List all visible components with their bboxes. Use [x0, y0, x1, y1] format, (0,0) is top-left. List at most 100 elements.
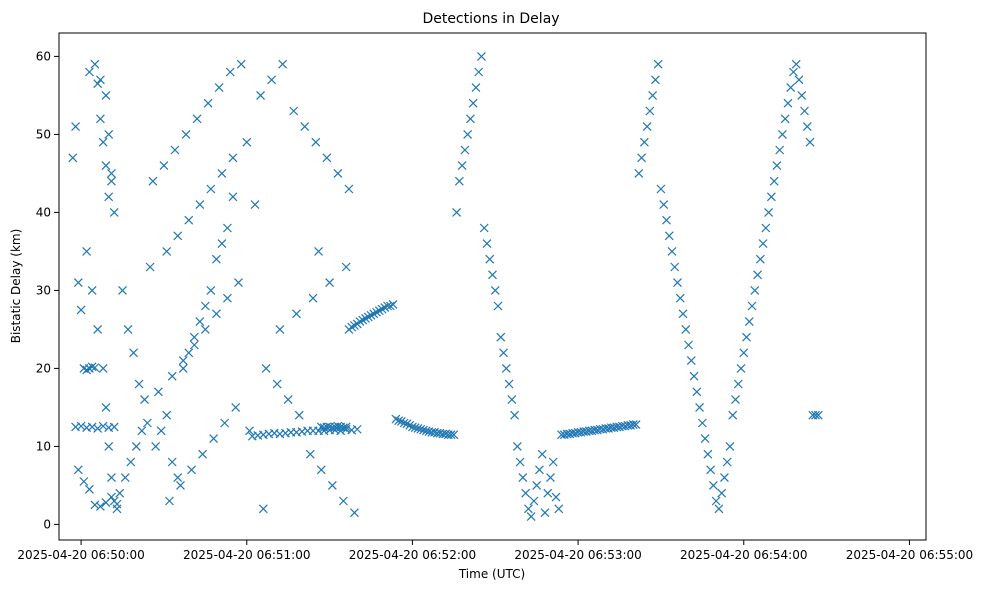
data-point	[670, 262, 680, 272]
data-point	[477, 51, 486, 61]
data-point	[231, 402, 241, 412]
data-point	[479, 223, 489, 233]
detections-series	[68, 51, 823, 522]
data-point	[214, 83, 224, 93]
data-point	[523, 504, 533, 514]
data-point	[653, 59, 663, 69]
data-point	[708, 480, 718, 490]
x-tick-label: 2025-04-20 06:51:00	[183, 548, 310, 562]
data-point	[755, 254, 765, 264]
data-point	[101, 161, 111, 171]
data-point	[109, 422, 119, 432]
data-point	[648, 90, 658, 100]
data-point	[794, 75, 804, 85]
data-point	[521, 488, 531, 498]
data-point	[548, 457, 558, 467]
data-point	[744, 317, 754, 327]
data-point	[446, 430, 456, 440]
data-point	[463, 129, 473, 139]
data-point	[493, 301, 503, 311]
data-point	[145, 262, 155, 272]
data-point	[104, 129, 114, 139]
data-point	[267, 75, 277, 85]
data-point	[93, 79, 103, 89]
data-point	[101, 402, 111, 412]
data-point	[355, 317, 365, 327]
y-tick-label: 0	[43, 517, 51, 531]
data-point	[739, 348, 749, 358]
x-tick-label: 2025-04-20 06:53:00	[514, 548, 641, 562]
data-point	[703, 449, 713, 459]
x-axis-ticks: 2025-04-20 06:50:00 2025-04-20 06:51:00 20…	[17, 540, 973, 562]
data-point	[95, 502, 105, 511]
data-point	[87, 285, 97, 295]
data-point	[350, 508, 359, 518]
data-point	[518, 473, 528, 483]
data-point	[789, 67, 798, 77]
data-point	[800, 106, 809, 116]
y-tick-label: 40	[36, 205, 51, 219]
data-point	[766, 192, 776, 202]
data-point	[98, 137, 108, 147]
data-point	[192, 114, 202, 124]
data-point	[543, 488, 553, 498]
data-point	[228, 192, 238, 202]
data-point	[198, 449, 208, 459]
data-point	[394, 416, 404, 426]
data-point	[758, 239, 768, 249]
data-point	[772, 161, 782, 171]
y-axis-label: Bistatic Delay (km)	[9, 229, 23, 344]
data-point	[278, 59, 288, 69]
y-tick-label: 10	[36, 439, 51, 453]
data-point	[501, 363, 511, 373]
data-point	[642, 122, 652, 132]
data-point	[283, 395, 293, 405]
data-point	[314, 246, 323, 256]
data-point	[87, 422, 97, 432]
data-point	[783, 98, 793, 108]
data-point	[681, 324, 691, 334]
data-point	[112, 504, 122, 514]
data-point	[742, 332, 751, 342]
data-point	[546, 473, 555, 483]
data-point	[173, 473, 183, 483]
data-point	[383, 301, 393, 311]
data-point	[471, 83, 481, 93]
data-point	[515, 457, 525, 467]
data-point	[551, 492, 561, 502]
data-point	[195, 200, 205, 210]
data-point	[223, 223, 232, 233]
data-point	[181, 129, 191, 139]
x-tick-label: 2025-04-20 06:50:00	[17, 548, 144, 562]
data-point	[104, 441, 114, 451]
data-point	[327, 423, 337, 433]
data-point	[733, 379, 743, 389]
data-point	[126, 457, 136, 467]
data-point	[118, 285, 127, 295]
data-point	[162, 410, 172, 420]
y-tick-label: 60	[36, 49, 51, 63]
data-point	[90, 500, 100, 510]
data-point	[684, 340, 693, 350]
data-point	[292, 309, 301, 319]
data-point	[656, 184, 666, 194]
data-point	[189, 340, 199, 350]
data-point	[358, 315, 368, 325]
data-point	[256, 90, 265, 100]
data-point	[496, 332, 506, 342]
data-point	[499, 348, 508, 358]
data-point	[482, 239, 492, 249]
data-point	[747, 301, 757, 311]
data-point	[325, 278, 335, 288]
data-point	[153, 387, 163, 397]
data-point	[460, 145, 470, 155]
data-point	[189, 332, 199, 342]
y-tick-label: 30	[36, 283, 51, 297]
data-point	[457, 161, 467, 171]
data-point	[107, 176, 116, 186]
data-point	[95, 75, 105, 85]
data-point	[347, 322, 357, 332]
data-point	[250, 200, 260, 210]
data-point	[131, 441, 141, 451]
